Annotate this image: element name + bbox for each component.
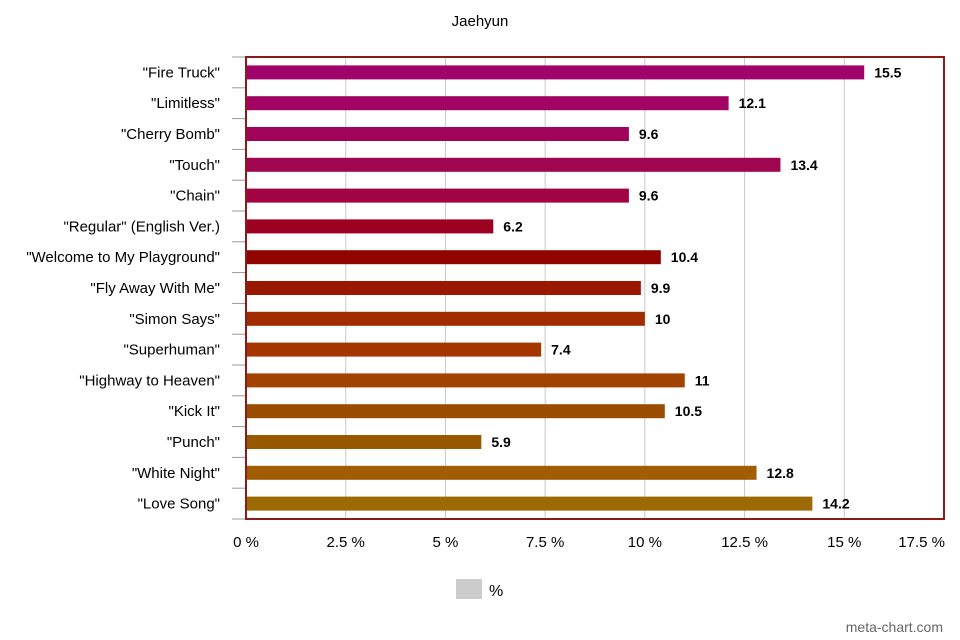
credit-text: meta-chart.com: [846, 619, 943, 635]
category-label: "Highway to Heaven": [79, 372, 220, 389]
legend-swatch: [456, 579, 482, 599]
bar: [247, 281, 641, 295]
bar: [247, 373, 685, 388]
data-label: 10.4: [671, 249, 698, 265]
x-tick-label: 12.5 %: [721, 534, 768, 551]
data-label: 10: [655, 311, 671, 327]
bar: [247, 435, 482, 449]
category-label: "Chain": [170, 188, 220, 205]
category-label: "Simon Says": [129, 311, 220, 328]
data-label: 15.5: [874, 64, 901, 80]
category-label: "Kick It": [169, 403, 221, 420]
data-label: 13.4: [790, 157, 817, 173]
x-axis-ticks: 0 % 2.5 % 5 % 7.5 % 10 % 12.5 % 15 % 17.5 %: [233, 534, 945, 551]
x-tick-label: 7.5 %: [526, 534, 564, 551]
category-label: "Welcome to My Playground": [26, 249, 220, 266]
category-label: "Superhuman": [123, 342, 220, 359]
x-tick-label: 10 %: [628, 534, 662, 551]
bar: [247, 127, 629, 141]
bar: [247, 311, 645, 326]
data-label: 12.8: [767, 465, 794, 481]
x-tick-label: 15 %: [827, 534, 861, 551]
category-label: "White Night": [132, 465, 220, 482]
data-label: 12.1: [739, 95, 766, 111]
x-tick-label: 17.5 %: [898, 534, 945, 551]
data-label: 5.9: [491, 434, 511, 450]
bar: [247, 404, 665, 419]
bars: 15.5 12.1 9.6 13.4 9.6 6.2 10.49.9 10 7.4 11 10.5 5…: [247, 64, 902, 512]
bar: [247, 342, 542, 357]
data-label: 10.5: [675, 403, 702, 419]
category-label: "Punch": [167, 434, 220, 451]
legend-label: %: [489, 583, 503, 600]
x-tick-label: 2.5 %: [327, 534, 365, 551]
plot-frame: [245, 56, 945, 520]
category-label: "Fire Truck": [143, 64, 220, 81]
bar: [247, 465, 757, 480]
legend: %: [456, 579, 503, 600]
data-label: 6.2: [503, 218, 523, 234]
data-label: 9.9: [651, 280, 671, 296]
data-label: 7.4: [551, 342, 571, 358]
category-labels: "Fire Truck" "Limitless" "Cherry Bomb" "Tou…: [26, 64, 220, 512]
category-label: "Touch": [169, 157, 220, 174]
category-label: "Cherry Bomb": [121, 126, 220, 143]
category-label: "Regular" (English Ver.): [63, 218, 220, 235]
bar: [247, 188, 629, 203]
data-label: 11: [695, 372, 710, 388]
x-tick-label: 0 %: [233, 534, 259, 551]
bar: [247, 496, 813, 511]
bar: [247, 250, 661, 265]
bar: [247, 96, 729, 111]
data-label: 14.2: [822, 496, 849, 512]
category-label: "Fly Away With Me": [90, 280, 220, 297]
category-label: "Limitless": [151, 95, 220, 112]
bar: [247, 219, 494, 234]
chart-title: Jaehyun: [452, 13, 509, 30]
bar: [247, 65, 865, 80]
data-label: 9.6: [639, 126, 659, 142]
bar: [247, 157, 781, 172]
data-label: 9.6: [639, 188, 659, 204]
x-tick-label: 5 %: [432, 534, 458, 551]
category-label: "Love Song": [138, 496, 220, 513]
